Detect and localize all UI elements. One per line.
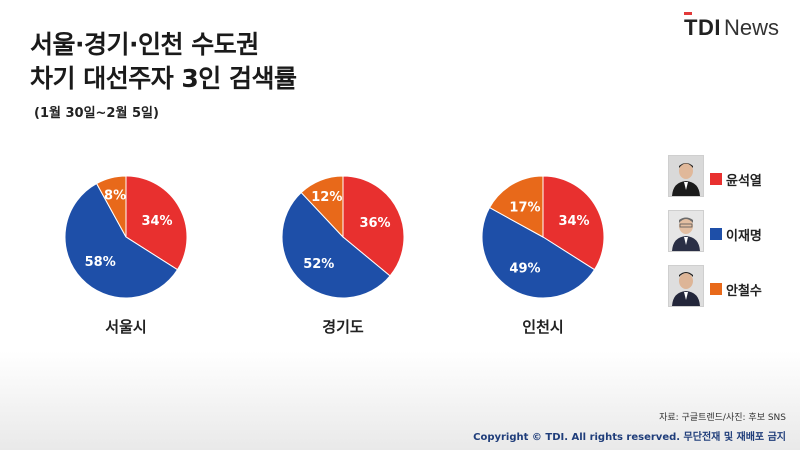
candidate-photo-lee <box>668 210 704 252</box>
pie-slice-seoul-lee <box>64 182 179 299</box>
pie-title-incheon: 인천시 <box>522 318 564 336</box>
logo-tdi-text: TDI <box>684 12 721 40</box>
pie-chart-seoul: 34% 58% 8% <box>64 175 188 299</box>
pie-label-seoul-yoon: 34% <box>141 214 172 229</box>
tdi-news-logo: TDI News <box>684 12 779 42</box>
pie-label-seoul-lee: 58% <box>85 255 116 270</box>
logo-news-text: News <box>723 15 779 40</box>
legend-item-ahn: 안철수 <box>668 265 788 307</box>
date-range-subtitle: (1월 30일~2월 5일) <box>34 106 159 121</box>
legend-swatch-ahn <box>710 283 722 295</box>
pie-label-incheon-ahn: 17% <box>509 201 540 216</box>
pie-svg-seoul: 34% 58% 8% <box>64 175 188 299</box>
candidate-photo-yoon <box>668 155 704 197</box>
legend-label-lee: 이재명 <box>726 229 762 244</box>
pie-chart-gyeonggi: 36% 52% 12% <box>281 175 405 299</box>
title-line-2: 차기 대선주자 3인 검색률 <box>30 64 297 93</box>
pie-title-seoul: 서울시 <box>105 318 147 336</box>
pie-label-gyeonggi-ahn: 12% <box>311 190 342 205</box>
pie-label-incheon-lee: 49% <box>509 261 540 276</box>
pie-slice-incheon-ahn <box>488 175 544 238</box>
pie-label-seoul-ahn: 8% <box>104 188 126 203</box>
pie-svg-incheon: 34% 49% 17% <box>481 175 605 299</box>
pie-label-gyeonggi-lee: 52% <box>303 257 334 272</box>
legend-item-yoon: 윤석열 <box>668 155 788 197</box>
legend-swatch-lee <box>710 228 722 240</box>
pie-title-gyeonggi: 경기도 <box>322 318 364 336</box>
legend-item-lee: 이재명 <box>668 210 788 252</box>
pie-slice-incheon-lee <box>481 206 596 299</box>
pie-slice-gyeonggi-lee <box>281 191 391 299</box>
pie-slice-gyeonggi-ahn <box>300 175 344 239</box>
copyright-note: Copyright © TDI. All rights reserved. 무단… <box>473 432 786 443</box>
page-title: 서울·경기·인천 수도권 차기 대선주자 3인 검색률 <box>30 28 297 96</box>
legend-label-ahn: 안철수 <box>726 284 762 299</box>
pie-chart-incheon: 34% 49% 17% <box>481 175 605 299</box>
candidate-photo-ahn <box>668 265 704 307</box>
pie-label-gyeonggi-yoon: 36% <box>359 216 390 231</box>
source-note: 자료: 구글트렌드/사진: 후보 SNS <box>659 413 786 423</box>
legend-swatch-yoon <box>710 173 722 185</box>
pie-slice-seoul-ahn <box>95 175 127 238</box>
legend-label-yoon: 윤석열 <box>726 174 762 189</box>
title-line-1: 서울·경기·인천 수도권 <box>30 30 259 59</box>
pie-slice-gyeonggi-yoon <box>342 175 405 277</box>
pie-label-incheon-yoon: 34% <box>558 214 589 229</box>
pie-svg-gyeonggi: 36% 52% 12% <box>281 175 405 299</box>
